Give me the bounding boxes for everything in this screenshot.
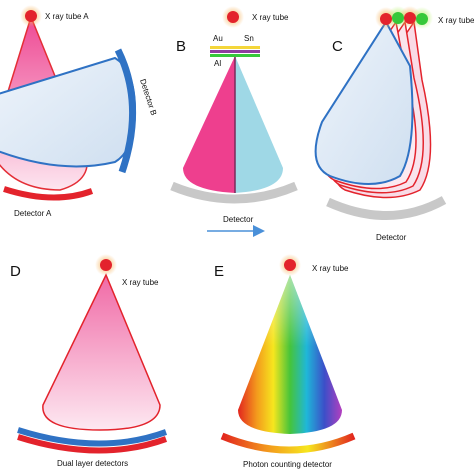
detector-a-label: Detector A — [14, 209, 52, 218]
beam-e-highlight — [238, 275, 342, 434]
detector-c-label: Detector — [376, 233, 407, 242]
filter-sn — [210, 50, 260, 53]
detector-b-panel-label: Detector — [223, 215, 254, 224]
detector-d-arc-outer — [17, 427, 168, 447]
filter-au — [210, 46, 260, 49]
tube-a-label: X ray tube A — [45, 12, 89, 21]
tube-e-label: X ray tube — [312, 264, 349, 273]
tube-b-icon — [227, 11, 239, 23]
detector-e-arc — [220, 432, 356, 454]
tube-c-label: X ray tube — [438, 16, 474, 25]
filter-au-label: Au — [213, 34, 223, 43]
detector-b-panel-arc — [170, 181, 298, 204]
beam-c-main — [314, 20, 414, 185]
tube-c-icon-2 — [392, 12, 404, 24]
panel-e: E X ray tube Photon counting detector — [214, 254, 356, 469]
tube-c-icon-1 — [380, 13, 392, 25]
filter-al-label: Al — [214, 59, 221, 68]
panel-b: B X ray tube Au Sn Al Detector — [170, 6, 298, 237]
detector-d-arc-inner — [17, 434, 168, 454]
tube-c-icon-4 — [416, 13, 428, 25]
detector-e-label: Photon counting detector — [243, 460, 332, 469]
detector-d-label: Dual layer detectors — [57, 459, 128, 468]
panel-c: C X ray tube Detector — [314, 6, 474, 242]
panel-label-b: B — [176, 38, 186, 55]
detector-a-arc — [3, 186, 94, 201]
beam-d — [42, 273, 161, 431]
beam-b-left — [183, 56, 235, 193]
tube-b-label: X ray tube — [252, 13, 289, 22]
beam-b-right — [235, 56, 283, 193]
detector-b-arc — [114, 48, 136, 174]
tube-a-icon — [25, 10, 37, 22]
panel-label-c: C — [332, 38, 343, 55]
filter-sn-label: Sn — [244, 34, 254, 43]
detector-c-arc — [326, 196, 447, 220]
panel-label-d: D — [10, 263, 21, 280]
panel-a: X ray tube A Detector A Detector B — [0, 5, 158, 218]
filter-al — [210, 54, 260, 57]
panel-d: D X ray tube Dual layer detectors — [10, 254, 168, 468]
tube-d-icon — [100, 259, 112, 271]
tube-d-label: X ray tube — [122, 278, 159, 287]
tube-e-icon — [284, 259, 296, 271]
panel-label-e: E — [214, 263, 224, 280]
tube-c-icon-3 — [404, 12, 416, 24]
detector-b-label: Detector B — [138, 78, 158, 117]
